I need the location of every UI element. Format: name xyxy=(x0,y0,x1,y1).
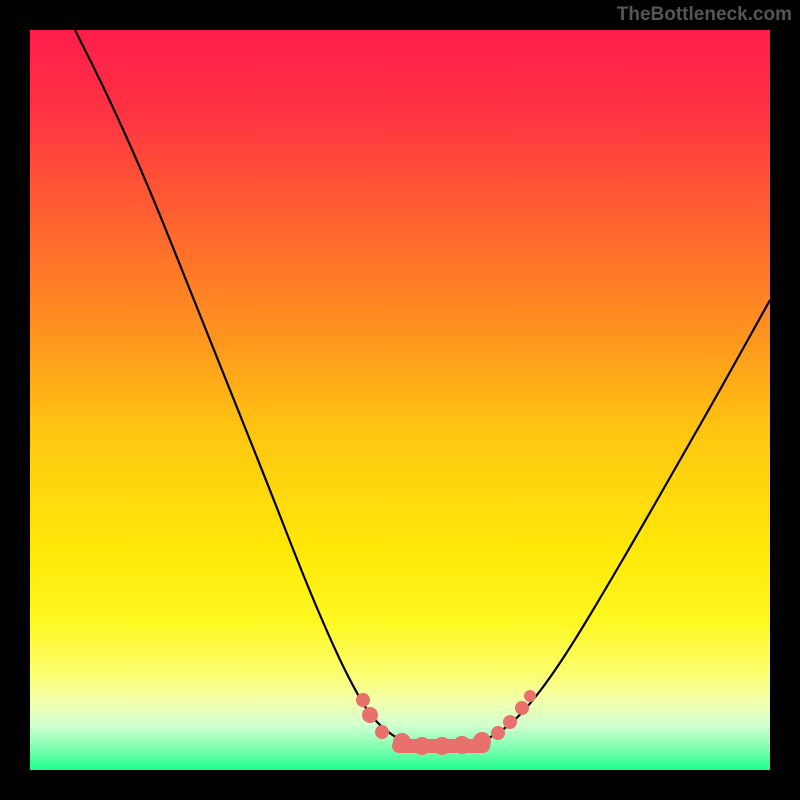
dotted-band xyxy=(356,690,536,755)
watermark-text: TheBottleneck.com xyxy=(617,4,792,26)
plot-area xyxy=(30,30,770,770)
curve-layer xyxy=(30,30,770,770)
bottleneck-curve xyxy=(75,30,770,746)
chart-container: TheBottleneck.com xyxy=(0,0,800,800)
